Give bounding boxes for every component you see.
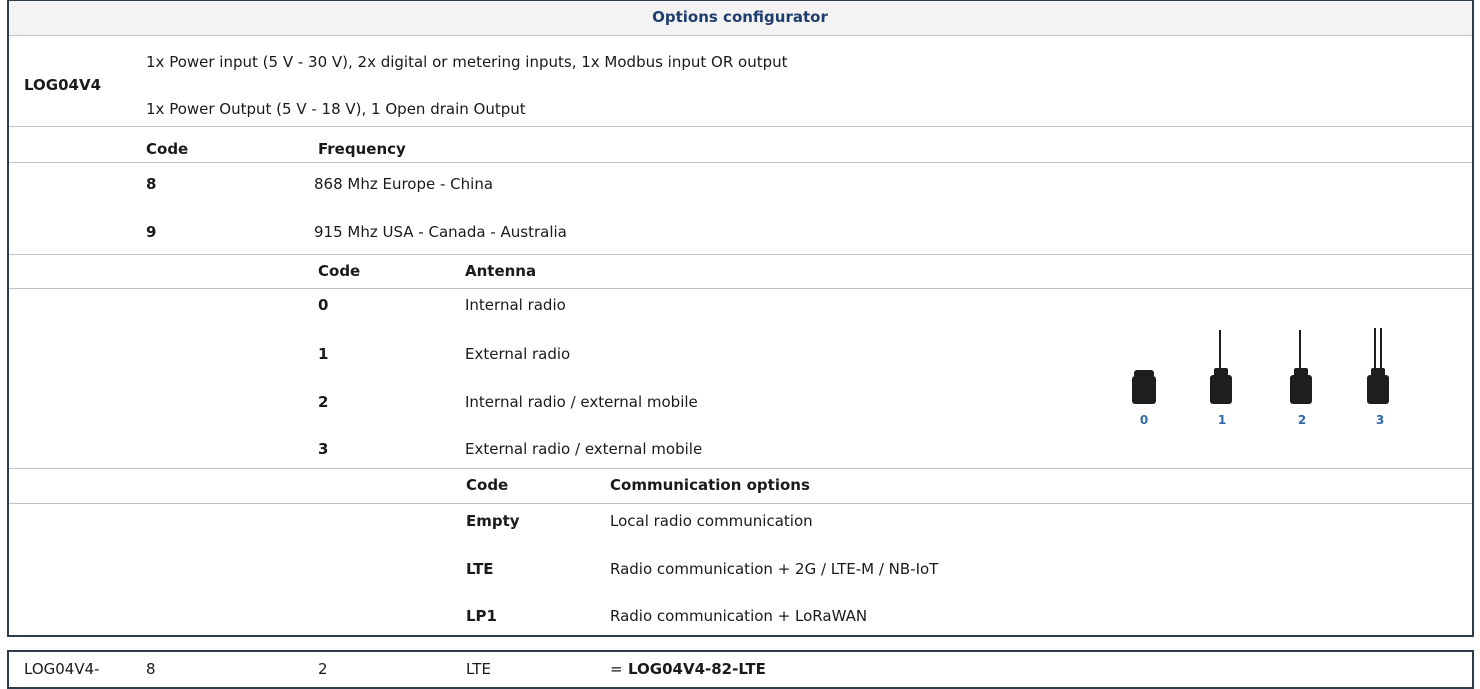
model-description: 1x Power input (5 V - 30 V), 2x digital … bbox=[146, 53, 788, 71]
header-row bbox=[9, 1, 1472, 35]
row-line bbox=[9, 162, 1472, 163]
example-part: LOG04V4- bbox=[24, 660, 100, 678]
option-code: 2 bbox=[318, 393, 329, 411]
option-code: LP1 bbox=[466, 607, 497, 625]
option-code: 8 bbox=[146, 175, 157, 193]
option-code: LTE bbox=[466, 560, 494, 578]
option-code: 0 bbox=[318, 296, 329, 314]
table-title: Options configurator bbox=[652, 8, 828, 26]
antenna-label: 1 bbox=[1218, 413, 1226, 427]
column-header: Code bbox=[466, 476, 509, 494]
antenna-label: 3 bbox=[1376, 413, 1384, 427]
row-line bbox=[9, 503, 1472, 504]
row-line bbox=[9, 468, 1472, 469]
antenna-label: 2 bbox=[1298, 413, 1306, 427]
example-part: 2 bbox=[318, 660, 328, 678]
row-line bbox=[9, 254, 1472, 255]
option-label: 868 Mhz Europe - China bbox=[314, 175, 494, 193]
option-label: Local radio communication bbox=[610, 512, 813, 530]
example-box bbox=[7, 650, 1474, 689]
option-code: 1 bbox=[318, 345, 329, 363]
example-part: LTE bbox=[466, 660, 491, 678]
option-label: Radio communication + 2G / LTE-M / NB-Io… bbox=[610, 560, 939, 578]
column-header: Antenna bbox=[465, 262, 537, 280]
column-header: Frequency bbox=[318, 140, 406, 158]
option-label: Internal radio bbox=[465, 296, 566, 314]
example-result: LOG04V4-82-LTE bbox=[628, 660, 766, 678]
option-code: 9 bbox=[146, 223, 157, 241]
row-line bbox=[9, 288, 1472, 289]
example-equals: = bbox=[610, 660, 623, 678]
option-label: Radio communication + LoRaWAN bbox=[610, 607, 868, 625]
column-header: Code bbox=[318, 262, 361, 280]
column-header: Communication options bbox=[610, 476, 810, 494]
option-label: External radio / external mobile bbox=[465, 440, 703, 458]
model-code: LOG04V4 bbox=[24, 76, 102, 94]
option-label: 915 Mhz USA - Canada - Australia bbox=[314, 223, 567, 241]
configurator-table bbox=[7, 0, 1474, 637]
option-label: Internal radio / external mobile bbox=[465, 393, 698, 411]
option-code: Empty bbox=[466, 512, 520, 530]
antenna-image: 0 1 2 3 bbox=[1132, 328, 1389, 427]
example-part: 8 bbox=[146, 660, 156, 678]
option-code: 3 bbox=[318, 440, 329, 458]
row-line bbox=[9, 35, 1472, 36]
column-header: Code bbox=[146, 140, 189, 158]
option-label: External radio bbox=[465, 345, 571, 363]
row-line bbox=[9, 126, 1472, 127]
antenna-label: 0 bbox=[1140, 413, 1148, 427]
model-description: 1x Power Output (5 V - 18 V), 1 Open dra… bbox=[146, 100, 526, 118]
